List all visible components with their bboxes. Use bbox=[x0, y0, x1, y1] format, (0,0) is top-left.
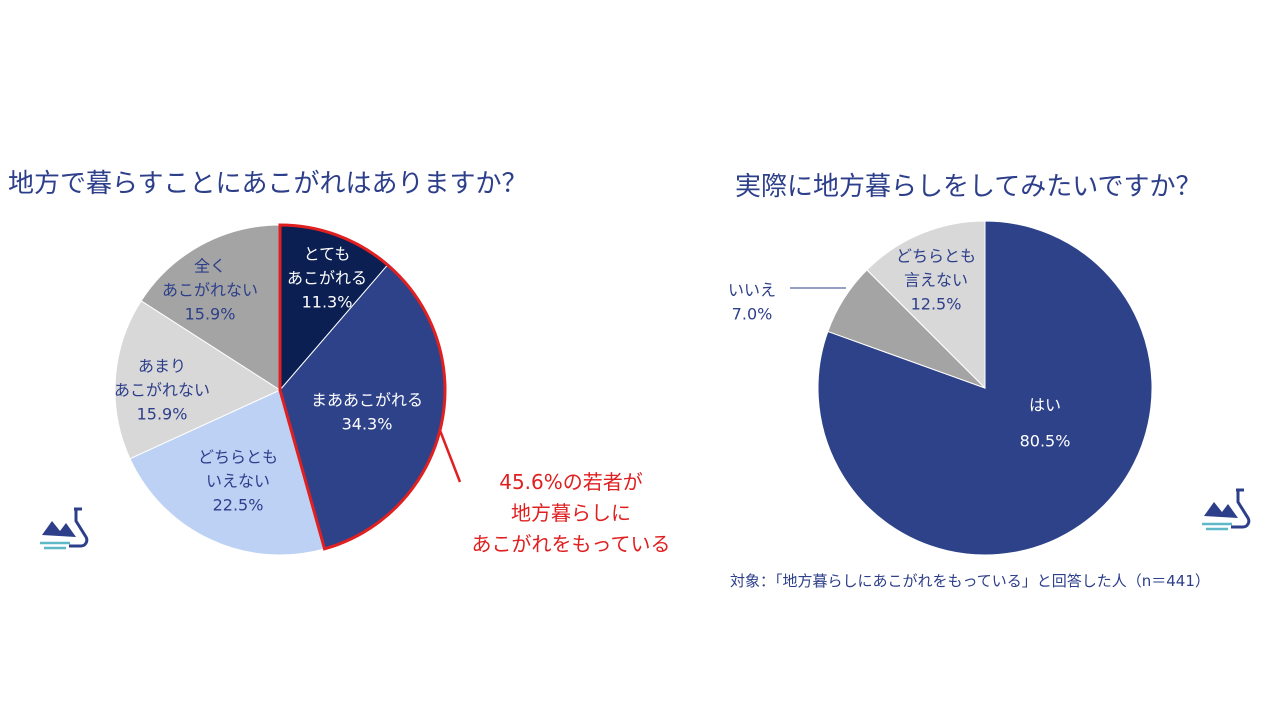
chart-title-left: 地方で暮らすことにあこがれはありますか？ bbox=[8, 169, 528, 199]
flask-landscape-icon bbox=[40, 507, 89, 550]
pie-slice bbox=[129, 389, 326, 556]
slice-label: どちらともいえない 22.5% bbox=[198, 448, 278, 515]
pie-slice bbox=[866, 220, 986, 390]
pie-slice bbox=[114, 300, 282, 460]
slice-label: まああこがれる 34.3% bbox=[311, 391, 423, 434]
pie-chart-left: とてもあこがれる 11.3% まああこがれる 34.3% どちらともいえない 22.5% あ… bbox=[114, 223, 462, 556]
highlight-callout: 45.6%の若者が 地方暮らしに あこがれをもっている bbox=[436, 467, 706, 560]
highlight-outline bbox=[278, 223, 447, 551]
slice-label: 全くあこがれない 15.9% bbox=[162, 257, 258, 324]
slice-label: はい 80.5% bbox=[1020, 395, 1071, 450]
survey-note: 対象：「地方暮らしにあこがれをもっている」と回答した人（n＝441） bbox=[730, 572, 1210, 590]
slice-label: あまりあこがれない 15.9% bbox=[114, 357, 210, 424]
callout-line: 地方暮らしに bbox=[511, 501, 631, 525]
slice-label: どちらとも言えない 12.5% bbox=[896, 247, 976, 314]
callout-line: あこがれをもっている bbox=[471, 532, 671, 556]
callout-line: 45.6%の若者が bbox=[499, 470, 643, 494]
pie-slice bbox=[140, 224, 281, 391]
chart-title-right: 実際に地方暮らしをしてみたいですか？ bbox=[735, 172, 1202, 202]
callout-leader bbox=[438, 429, 462, 483]
flask-landscape-icon bbox=[1202, 488, 1251, 531]
pie-chart-right: はい 80.5% いいえ 7.0% どちらとも言えない 12.5% bbox=[728, 220, 1153, 556]
slice-label: いいえ 7.0% bbox=[728, 281, 776, 324]
slice-label: とてもあこがれる 11.3% bbox=[287, 245, 367, 312]
